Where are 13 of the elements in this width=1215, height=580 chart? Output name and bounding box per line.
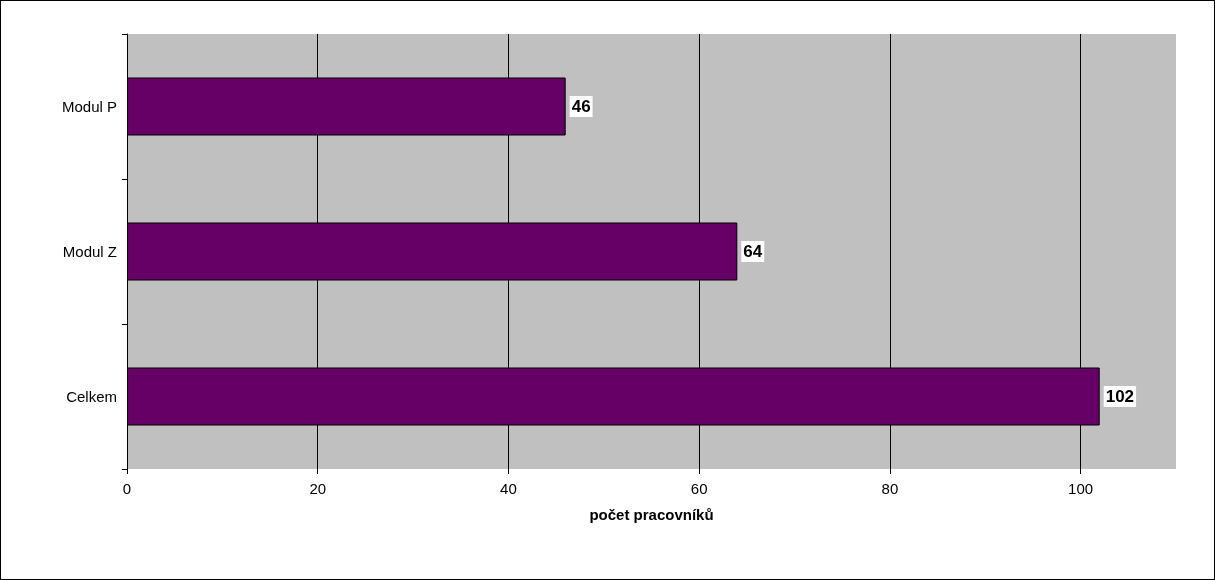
x-tick-label: 100 bbox=[1068, 480, 1094, 497]
y-tick-label: Modul P bbox=[61, 98, 117, 115]
y-tick-label: Modul Z bbox=[62, 243, 117, 260]
data-label: 102 bbox=[1105, 387, 1135, 406]
x-tick-label: 40 bbox=[500, 480, 517, 497]
y-tick-label: Celkem bbox=[66, 388, 117, 405]
x-tick-label: 20 bbox=[309, 480, 327, 497]
x-tick-label: 60 bbox=[690, 480, 708, 497]
data-label: 64 bbox=[743, 242, 763, 261]
data-label: 46 bbox=[571, 97, 591, 116]
x-tick-label: 0 bbox=[122, 480, 132, 497]
x-axis-title: počet pracovníků bbox=[589, 506, 714, 523]
x-tick-label: 80 bbox=[881, 480, 899, 497]
